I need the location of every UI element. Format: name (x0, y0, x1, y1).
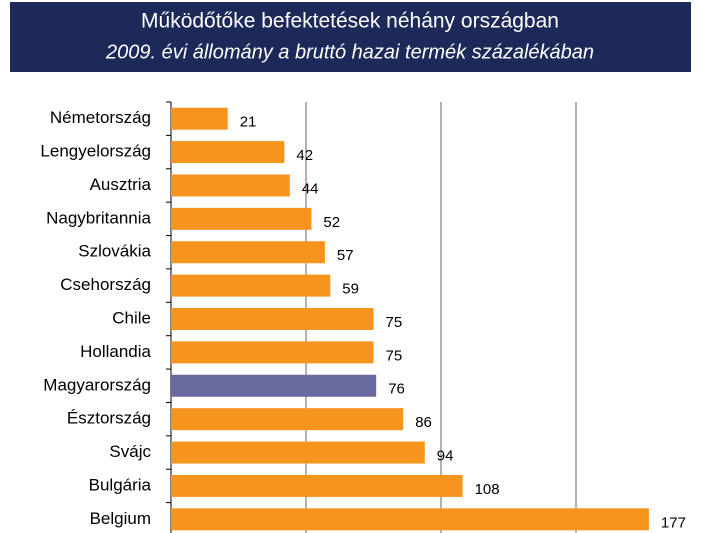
data-label: 75 (386, 314, 403, 331)
bar (171, 508, 649, 531)
bar (171, 308, 374, 330)
title-banner (10, 2, 691, 72)
y-tick-label: Hollandia (80, 342, 151, 361)
y-tick-label: Ausztria (90, 175, 152, 194)
bar (171, 374, 377, 397)
y-tick-label: Németország (50, 108, 151, 127)
y-tick-label: Észtország (67, 409, 151, 428)
data-label: 94 (437, 448, 454, 465)
y-tick-label: Chile (112, 308, 151, 327)
data-label: 21 (240, 114, 257, 131)
bar (171, 241, 325, 264)
y-tick-label: Nagybritannia (46, 208, 151, 227)
y-tick-label: Magyarország (43, 375, 151, 394)
data-label: 59 (342, 281, 359, 298)
chart-title: Működőtőke befektetések néhány országban (141, 10, 559, 33)
y-tick-label: Svájc (109, 442, 151, 461)
data-label: 52 (323, 214, 340, 231)
y-tick-label: Szlovákia (78, 242, 151, 261)
y-tick-label: Csehország (60, 275, 151, 294)
data-label: 44 (302, 180, 319, 197)
data-label: 76 (388, 381, 405, 398)
bar (171, 474, 463, 497)
data-label: 42 (296, 147, 313, 164)
bar (171, 207, 312, 230)
y-tick-label: Bulgária (89, 475, 152, 494)
bar (171, 174, 290, 197)
data-label: 75 (386, 347, 403, 364)
bar (171, 408, 404, 431)
y-tick-label: Lengyelország (40, 142, 151, 161)
y-tick-label: Belgium (90, 509, 151, 528)
bar (171, 274, 331, 297)
bar (171, 107, 228, 130)
bar (171, 141, 285, 164)
chart-subtitle: 2009. évi állomány a bruttó hazai termék… (105, 41, 594, 63)
data-label: 177 (661, 514, 686, 531)
bar (171, 441, 425, 464)
data-label: 108 (475, 481, 500, 498)
data-label: 57 (337, 247, 354, 264)
data-label: 86 (415, 414, 432, 431)
bar (171, 341, 374, 364)
